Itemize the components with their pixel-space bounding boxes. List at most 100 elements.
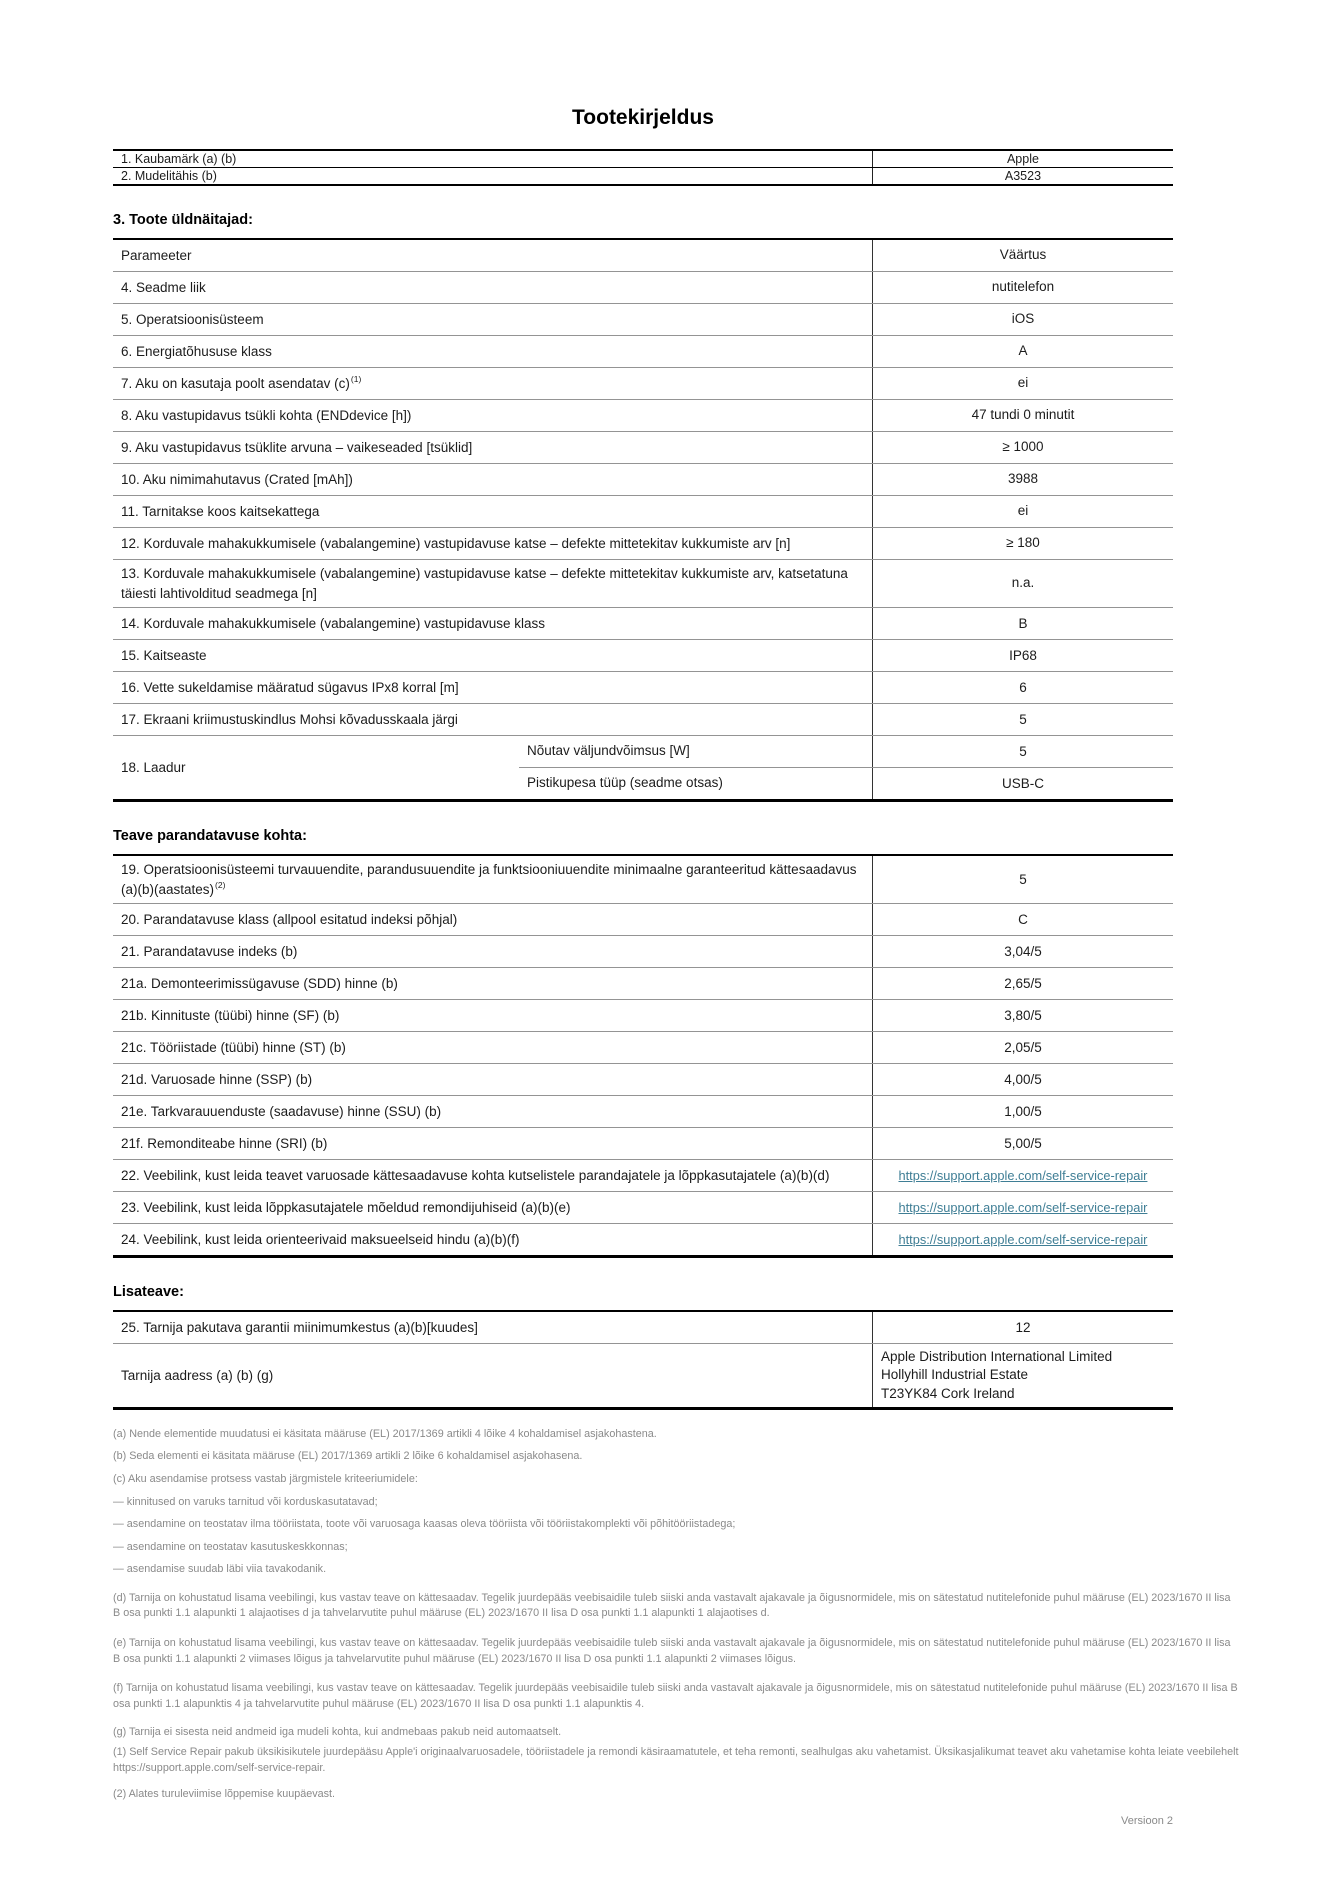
table-row: 24. Veebilink, kust leida orienteerivaid… [113,1223,1173,1256]
table-row: 20. Parandatavuse klass (allpool esitatu… [113,903,1173,936]
repairability-table: 19. Operatsioonisüsteemi turvauuendite, … [113,854,1173,1259]
row-label: 2. Mudelitähis (b) [121,169,217,183]
footnote: (c) Aku asendamise protsess vastab järgm… [113,1473,418,1486]
table-row: 2. Mudelitähis (b) A3523 [113,167,1173,184]
subrow-label: Pistikupesa tüüp (seadme otsas) [526,775,723,791]
table-row: 21e. Tarkvarauuenduste (saadavuse) hinne… [113,1095,1173,1128]
table-row: 21a. Demonteerimissügavuse (SDD) hinne (… [113,967,1173,1000]
row-value: 5 [871,704,1173,736]
row-label: 17. Ekraani kriimustuskindlus Mohsi kõva… [121,711,458,727]
table-row: 4. Seadme liik nutitelefon [113,271,1173,303]
row-value: https://support.apple.com/self-service-r… [871,1224,1173,1256]
footnote: (f) Tarnija on kohustatud lisama veebili… [113,1682,1238,1711]
address-line: Apple Distribution International Limited [880,1349,1113,1365]
row-label: 13. Korduvale mahakukkumisele (vabalange… [121,566,848,601]
table-row: 6. Energiatõhususe klass A [113,335,1173,367]
charger-row: 18. Laadur Nõutav väljundvõimsus [W] 5 P… [113,735,1173,800]
row-value: ≥ 1000 [871,432,1173,463]
support-link[interactable]: https://support.apple.com/self-service-r… [898,1232,1148,1248]
row-value: n.a. [871,560,1173,608]
row-label: 5. Operatsioonisüsteem [121,311,264,327]
row-label: 4. Seadme liik [121,279,206,295]
row-label: 16. Vette sukeldamise määratud sügavus I… [121,679,459,695]
table-row: 7. Aku on kasutaja poolt asendatav (c)(1… [113,367,1173,399]
row-value: B [871,608,1173,640]
table-row: 22. Veebilink, kust leida teavet varuosa… [113,1159,1173,1192]
row-value: 3,04/5 [871,936,1173,968]
row-value: 6 [871,672,1173,704]
table-row: 14. Korduvale mahakukkumisele (vabalange… [113,607,1173,640]
row-value: 1,00/5 [871,1096,1173,1128]
row-value: A3523 [871,168,1173,184]
row-value: IP68 [871,640,1173,672]
footnote: (g) Tarnija ei sisesta neid andmeid iga … [113,1725,562,1738]
charger-subrow: Pistikupesa tüüp (seadme otsas) USB-C [518,767,1173,800]
row-value: 5,00/5 [871,1128,1173,1160]
section-heading-extra: Lisateave: [113,1284,184,1301]
row-label: 9. Aku vastupidavus tsüklite arvuna – va… [121,439,473,455]
table-row: 23. Veebilink, kust leida lõppkasutajate… [113,1191,1173,1224]
row-value: 3988 [871,464,1173,495]
row-label: 8. Aku vastupidavus tsükli kohta (ENDdev… [121,407,412,423]
table-row: 11. Tarnitakse koos kaitsekattega ei [113,495,1173,527]
table-row: 10. Aku nimimahutavus (Crated [mAh]) 398… [113,463,1173,495]
table-row: 21c. Tööriistade (tüübi) hinne (ST) (b) … [113,1031,1173,1064]
footnote-marker: (1) [350,374,362,385]
row-value: Apple [871,151,1173,167]
footnote-list-item: — asendamise suudab läbi viia tavakodani… [113,1563,327,1576]
row-value: 47 tundi 0 minutit [871,400,1173,431]
row-value: A [871,336,1173,367]
subrow-value: USB-C [872,768,1173,800]
table-row: 17. Ekraani kriimustuskindlus Mohsi kõva… [113,703,1173,736]
row-label: 21e. Tarkvarauuenduste (saadavuse) hinne… [121,1103,442,1119]
table-row: 25. Tarnija pakutava garantii miinimumke… [113,1312,1173,1344]
table-row: 15. Kaitseaste IP68 [113,639,1173,672]
row-label: 14. Korduvale mahakukkumisele (vabalange… [121,615,545,631]
row-label: Tarnija aadress (a) (b) (g) [121,1367,274,1383]
footnote: (a) Nende elementide muudatusi ei käsita… [113,1427,657,1440]
row-label: 7. Aku on kasutaja poolt asendatav (c)(1… [121,374,362,391]
row-label: 21b. Kinnituste (tüübi) hinne (SF) (b) [121,1007,340,1023]
row-value: ≥ 180 [871,528,1173,559]
address-line: Hollyhill Industrial Estate [880,1367,1029,1383]
table-row: 12. Korduvale mahakukkumisele (vabalange… [113,527,1173,559]
row-value: nutitelefon [871,272,1173,303]
table-row: 13. Korduvale mahakukkumisele (vabalange… [113,559,1173,608]
section-heading-repair: Teave parandatavuse kohta: [113,828,307,845]
footnote: (b) Seda elementi ei käsitata määruse (E… [113,1450,583,1463]
charger-subrow: Nõutav väljundvõimsus [W] 5 [519,736,1173,768]
supplier-address: Apple Distribution International Limited… [871,1344,1173,1407]
row-value: 3,80/5 [871,1000,1173,1032]
support-link[interactable]: https://support.apple.com/self-service-r… [898,1200,1148,1216]
row-label: 23. Veebilink, kust leida lõppkasutajate… [121,1199,571,1215]
column-header-value: Väärtus [871,240,1173,271]
row-value: https://support.apple.com/self-service-r… [871,1192,1173,1224]
table-row: 21f. Remonditeabe hinne (SRI) (b) 5,00/5 [113,1127,1173,1160]
footnote: (1) Self Service Repair pakub üksikisiku… [113,1746,1239,1774]
table-row: 8. Aku vastupidavus tsükli kohta (ENDdev… [113,399,1173,431]
table-header-row: Parameeter Väärtus [113,240,1173,271]
table-row: 21. Parandatavuse indeks (b) 3,04/5 [113,935,1173,968]
table-row: 21d. Varuosade hinne (SSP) (b) 4,00/5 [113,1063,1173,1096]
subrow-value: 5 [872,736,1173,768]
row-label: 6. Energiatõhususe klass [121,343,272,359]
row-label: 10. Aku nimimahutavus (Crated [mAh]) [121,471,353,487]
table-row: 1. Kaubamärk (a) (b) Apple [113,151,1173,167]
footnote-list-item: — kinnitused on varuks tarnitud või kord… [113,1495,378,1508]
row-label: 12. Korduvale mahakukkumisele (vabalange… [121,535,791,551]
charger-subrows: Nõutav väljundvõimsus [W] 5 Pistikupesa … [518,736,1173,800]
footnote: (d) Tarnija on kohustatud lisama veebili… [113,1591,1231,1620]
additional-info-table: 25. Tarnija pakutava garantii miinimumke… [113,1310,1173,1410]
row-label: 21a. Demonteerimissügavuse (SDD) hinne (… [121,975,398,991]
footnote-list-item: — asendamine on teostatav kasutuskeskkon… [113,1540,348,1553]
table-row: 16. Vette sukeldamise määratud sügavus I… [113,671,1173,704]
row-label: 20. Parandatavuse klass (allpool esitatu… [121,911,458,927]
support-link[interactable]: https://support.apple.com/self-service-r… [898,1168,1148,1184]
row-label: 21. Parandatavuse indeks (b) [121,943,298,959]
footnote: (e) Tarnija on kohustatud lisama veebili… [113,1637,1231,1665]
row-label: 15. Kaitseaste [121,647,207,663]
row-label: 18. Laadur [121,760,186,776]
table-row: 9. Aku vastupidavus tsüklite arvuna – va… [113,431,1173,463]
row-label: 24. Veebilink, kust leida orienteerivaid… [121,1231,520,1247]
footnote-list-item: — asendamine on teostatav ilma tööriista… [113,1518,736,1531]
